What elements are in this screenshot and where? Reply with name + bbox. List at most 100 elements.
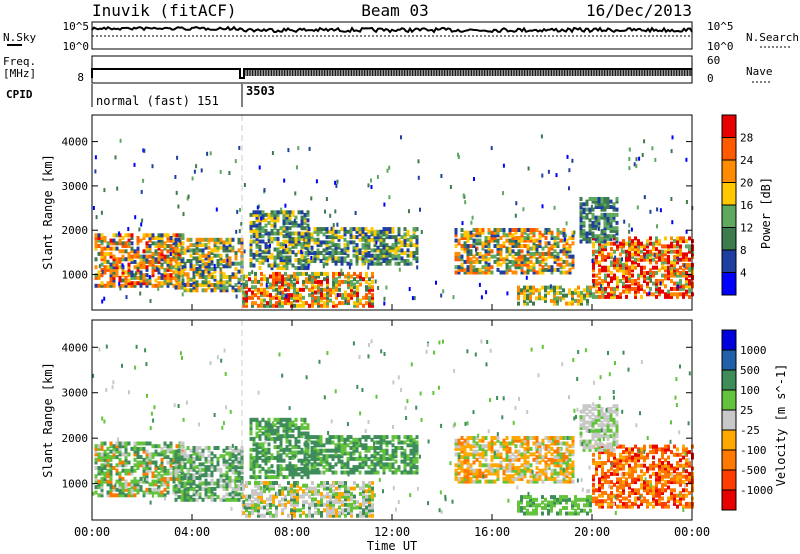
heatmap-cell [177,459,181,464]
heatmap-cell [487,230,491,235]
heatmap-cell [526,238,530,243]
heatmap-cell [377,286,380,290]
heatmap-cell [308,508,311,513]
colorbar-swatch [722,250,736,273]
heatmap-cell [269,481,272,485]
heatmap-cell [460,262,464,267]
heatmap-cell [273,423,277,428]
heatmap-cell [154,466,158,470]
heatmap-cell [294,426,298,430]
heatmap-cell [192,451,196,456]
heatmap-cell [601,268,604,273]
heatmap-cell [258,434,262,439]
heatmap-cell [676,255,679,259]
heatmap-cell [252,417,256,422]
heatmap-cell [394,470,398,475]
heatmap-cell [553,298,556,303]
heatmap-cell [314,279,317,284]
heatmap-cell [344,299,347,304]
heatmap-cell [142,262,146,267]
heatmap-cell [94,275,98,280]
heatmap-cell [588,239,592,244]
heatmap-cell [376,261,380,266]
heatmap-cell [160,244,164,248]
heatmap-cell [136,490,140,495]
heatmap-cell [109,485,113,490]
heatmap-cell [625,255,628,259]
heatmap-cell [106,455,110,460]
heatmap-cell [133,493,137,498]
heatmap-cell [282,466,286,471]
heatmap-cell [288,423,292,428]
heatmap-cell [267,426,271,430]
heatmap-cell [180,459,184,464]
heatmap-cell [603,226,607,231]
heatmap-cell [94,485,98,490]
heatmap-cell [314,285,317,290]
heatmap-cell [278,500,281,505]
heatmap-cell [264,461,268,466]
heatmap-cell [106,251,110,256]
heatmap-cell [251,295,254,300]
heatmap-cell [337,459,341,464]
heatmap-cell [293,511,296,515]
heatmap-cell [177,456,181,461]
heatmap-cell [112,267,116,272]
heatmap-cell [571,230,575,235]
heatmap-cell [115,446,119,451]
heatmap-cell [248,511,251,515]
heatmap-cell [192,465,196,470]
heatmap-cell [356,274,359,279]
heatmap-cell [343,227,347,232]
heatmap-cell [628,268,631,273]
heatmap-cell [260,298,263,303]
heatmap-cell [304,251,308,255]
heatmap-cell [204,283,208,287]
heatmap-cell [615,220,619,225]
heatmap-cell [466,265,470,270]
heatmap-cell [591,199,595,204]
heatmap-cell [340,454,344,459]
heatmap-cell [255,234,259,239]
heatmap-cell [538,241,542,246]
heatmap-cell [252,436,256,441]
heatmap-cell [133,482,137,487]
heatmap-cell [529,293,532,298]
heatmap-cell [234,283,238,287]
heatmap-cell [100,246,104,251]
heatmap-cell [350,279,353,284]
heatmap-cell [300,461,304,466]
noise-left-tick-top: 10^5 [63,20,90,33]
heatmap-cell [317,290,320,295]
heatmap-cell [157,241,161,246]
heatmap-cell [594,197,598,201]
heatmap-cell [136,446,140,451]
heatmap-cell [394,248,398,253]
heatmap-cell [269,486,272,491]
heatmap-cell [278,489,281,494]
heatmap-cell [303,431,307,436]
heatmap-cell [653,253,656,258]
heatmap-cell [368,481,371,485]
heatmap-cell [370,229,374,234]
heatmap-cell [300,231,304,236]
heatmap-cell [604,241,607,246]
heatmap-cell [634,249,637,254]
heatmap-cell [562,249,566,254]
heatmap-cell [237,280,241,285]
heatmap-cell [279,442,283,447]
heatmap-cell [529,238,533,243]
heatmap-cell [664,268,667,273]
heatmap-cell [361,251,365,255]
heatmap-cell [124,446,128,451]
heatmap-cell [252,252,256,257]
heatmap-cell [264,426,268,430]
heatmap-cell [523,228,527,232]
heatmap-cell [349,229,353,234]
heatmap-cell [163,244,167,248]
heatmap-cell [160,474,164,479]
heatmap-cell [376,451,380,456]
heatmap-cell [457,238,461,243]
heatmap-cell [496,251,500,256]
heatmap-cell [466,257,470,262]
